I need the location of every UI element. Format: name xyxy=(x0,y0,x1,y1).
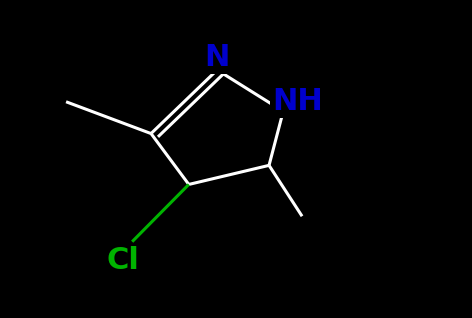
Text: NH: NH xyxy=(272,87,323,116)
Text: Cl: Cl xyxy=(106,246,139,275)
Text: N: N xyxy=(204,43,230,72)
